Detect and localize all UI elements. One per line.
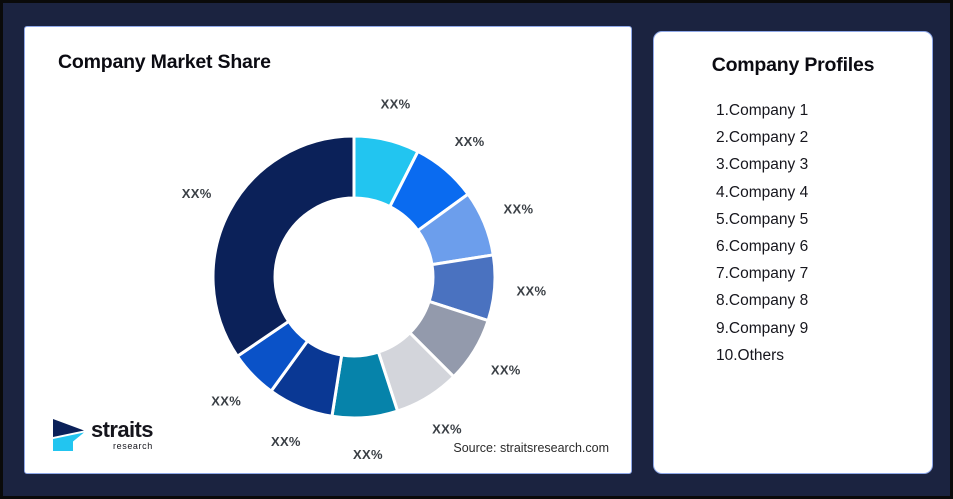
straits-logo-mark-icon xyxy=(53,419,84,451)
slice-percent-label: XX% xyxy=(504,201,534,216)
logo-subtitle: research xyxy=(113,441,153,451)
donut-slice[interactable] xyxy=(211,134,356,358)
slice-percent-label: XX% xyxy=(353,447,383,462)
slice-percent-label: XX% xyxy=(271,434,301,449)
donut-slice-labels: XX% XX% XX% XX% XX% XX% XX% XX% XX% XX% xyxy=(182,96,547,462)
slice-percent-label: XX% xyxy=(432,421,462,436)
company-profiles-card: Company Profiles 1.Company 1 2.Company 2 3… xyxy=(653,31,933,474)
donut-slices xyxy=(211,134,497,420)
list-item[interactable]: 6.Company 6 xyxy=(716,238,809,256)
slice-percent-label: XX% xyxy=(517,283,547,298)
list-item[interactable]: 1.Company 1 xyxy=(716,102,809,119)
list-item[interactable]: 2.Company 2 xyxy=(716,129,809,147)
slice-percent-label: XX% xyxy=(455,134,485,149)
company-profiles-title: Company Profiles xyxy=(711,54,875,76)
straits-research-logo: straits research xyxy=(52,417,153,453)
slice-percent-label: XX% xyxy=(491,363,521,378)
page-title: Company Market Share xyxy=(58,51,271,73)
market-share-card: Company Market Share XX% XX% XX% XX% XX% XX% X… xyxy=(24,26,632,474)
donut-chart: XX% XX% XX% XX% XX% XX% XX% XX% XX% XX% xyxy=(25,27,633,475)
donut-chart-svg: XX% XX% XX% XX% XX% XX% XX% XX% XX% XX% xyxy=(182,96,547,462)
logo-wordmark: straits xyxy=(91,417,153,442)
list-item[interactable]: 7.Company 7 xyxy=(716,265,809,283)
list-item[interactable]: 9.Company 9 xyxy=(716,319,809,337)
list-item[interactable]: 8.Company 8 xyxy=(716,292,809,310)
straits-logo-text: straits research xyxy=(91,419,153,451)
slice-percent-label: XX% xyxy=(381,96,411,111)
source-note: Source: straitsresearch.com xyxy=(453,441,609,455)
slice-percent-label: XX% xyxy=(182,186,212,201)
slice-percent-label: XX% xyxy=(211,393,241,408)
company-profiles-list: 1.Company 1 2.Company 2 3.Company 3 4.Compa… xyxy=(654,97,932,369)
list-item[interactable]: 10.Others xyxy=(716,346,785,364)
list-item[interactable]: 4.Company 4 xyxy=(716,183,809,201)
list-item[interactable]: 3.Company 3 xyxy=(716,156,809,174)
list-item[interactable]: 5.Company 5 xyxy=(716,210,809,228)
